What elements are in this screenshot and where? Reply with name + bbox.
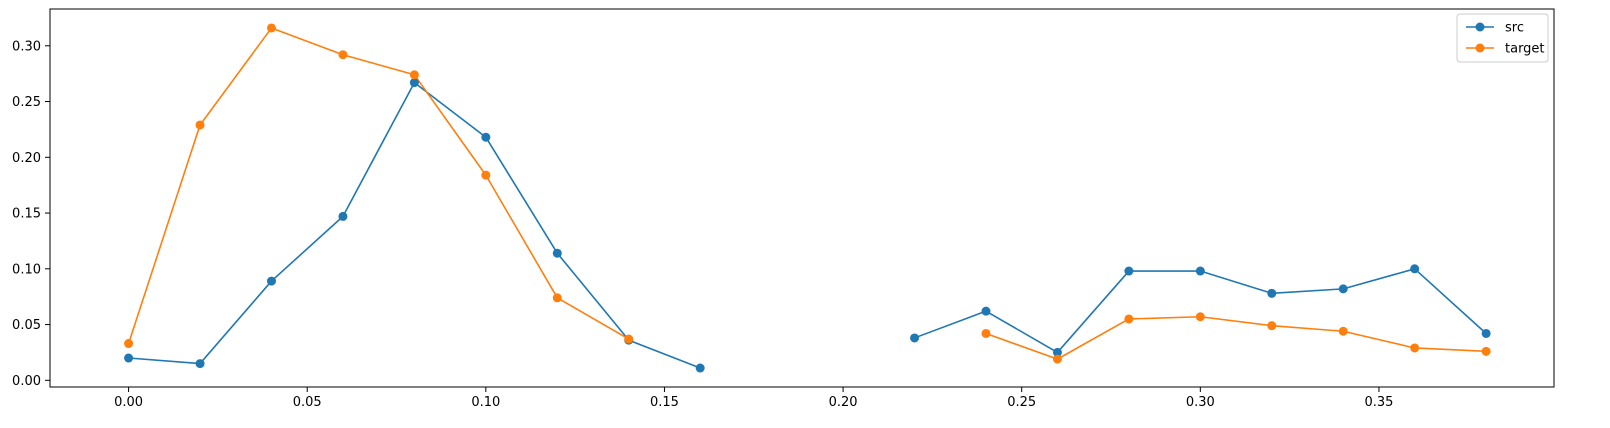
legend-marker-src [1475,22,1485,32]
data-point-src [695,363,705,373]
data-point-src [481,132,491,142]
data-point-src [1481,328,1491,338]
data-point-src [552,248,562,258]
data-point-src [1267,288,1277,298]
data-point-src [910,333,920,343]
data-point-target [481,170,491,180]
series-markers [124,23,1491,373]
data-point-src [124,353,134,363]
y-tick-label: 0.20 [12,151,41,166]
legend-label-src: src [1505,21,1524,36]
data-point-src [1124,266,1134,276]
series-line-target [127,27,630,344]
legend-label-target: target [1505,42,1545,57]
data-point-src [266,276,276,286]
data-point-target [1052,354,1062,364]
data-point-src [981,306,991,316]
y-tick-label: 0.00 [12,374,41,389]
x-tick-label: 0.35 [1364,395,1393,410]
data-point-src [1052,347,1062,357]
data-point-src [195,359,205,369]
data-point-src [1338,284,1348,294]
data-point-target [124,339,134,349]
x-tick-label: 0.00 [114,395,143,410]
data-point-target [624,334,634,344]
x-tick-label: 0.10 [471,395,500,410]
y-tick-label: 0.10 [12,262,41,277]
plot-area-frame [49,8,1555,388]
legend-marker-target [1475,43,1485,53]
data-point-target [552,293,562,303]
x-tick-label: 0.20 [829,395,858,410]
data-point-target [1267,321,1277,331]
y-tick-label: 0.25 [12,95,41,110]
data-point-src [338,211,348,221]
data-point-src [409,78,419,88]
x-tick-label: 0.05 [293,395,322,410]
y-tick-label: 0.30 [12,39,41,54]
data-point-target [409,70,419,80]
data-point-target [266,23,276,33]
data-point-src [1410,264,1420,274]
y-axis: 0.00 0.05 0.10 0.15 0.20 0.25 0.30 [12,39,50,389]
y-tick-label: 0.15 [12,207,41,222]
data-point-target [1338,326,1348,336]
x-tick-label: 0.15 [650,395,679,410]
data-point-target [981,328,991,338]
series-line-target [985,315,1487,360]
data-point-src [1195,266,1205,276]
data-point-target [1124,314,1134,324]
y-tick-label: 0.05 [12,318,41,333]
x-tick-label: 0.30 [1186,395,1215,410]
x-axis: 0.00 0.05 0.10 0.15 0.20 0.25 0.30 0.35 [114,387,1393,410]
data-point-target [1195,312,1205,322]
x-tick-label: 0.25 [1007,395,1036,410]
legend: src target [1456,13,1549,63]
data-point-target [338,50,348,60]
data-point-target [1481,346,1491,356]
data-point-target [1410,343,1420,353]
data-point-target [195,120,205,130]
